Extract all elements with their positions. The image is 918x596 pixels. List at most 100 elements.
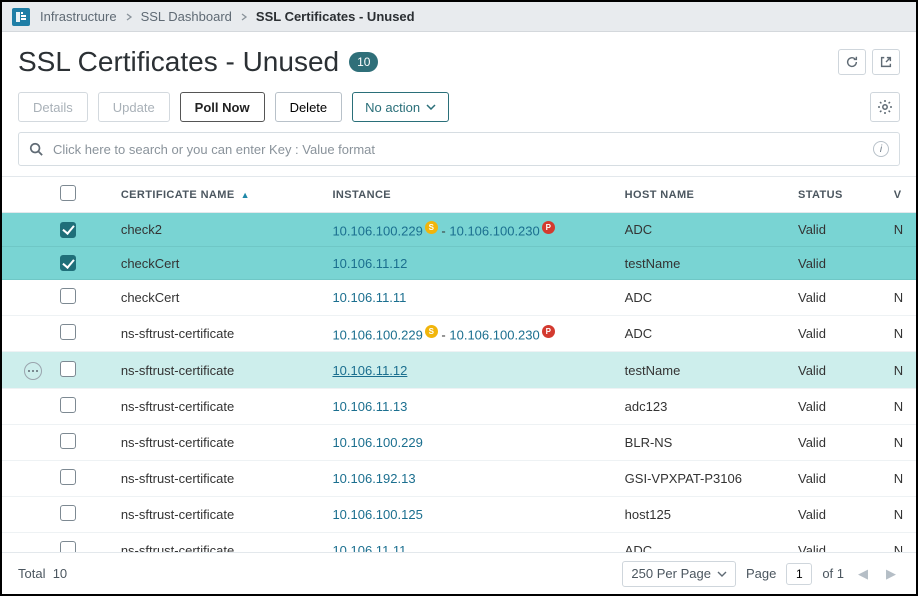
row-checkbox[interactable] — [60, 469, 76, 485]
prev-page-button[interactable]: ◀ — [854, 566, 872, 582]
instance-ip-link[interactable]: 10.106.100.230 — [449, 327, 539, 342]
instance-ip-link[interactable]: 10.106.100.229 — [332, 327, 422, 342]
row-control-cell — [2, 352, 52, 389]
cell-host-name: adc123 — [617, 389, 790, 425]
cell-status: Valid — [790, 389, 886, 425]
cell-certificate-name: ns-sftrust-certificate — [113, 497, 325, 533]
settings-button[interactable] — [870, 92, 900, 122]
table-row[interactable]: ns-sftrust-certificate 10.106.100.229 BLR-… — [2, 425, 916, 461]
update-button[interactable]: Update — [98, 92, 170, 122]
row-checkbox-cell — [52, 497, 112, 533]
row-checkbox-cell — [52, 247, 112, 280]
cell-status: Valid — [790, 425, 886, 461]
header-row-controls — [2, 177, 52, 213]
search-input[interactable] — [51, 141, 865, 158]
table-row[interactable]: ns-sftrust-certificate10.106.11.12testNa… — [2, 352, 916, 389]
secondary-badge-icon: S — [425, 325, 438, 338]
cell-v: N — [886, 425, 916, 461]
row-checkbox-cell — [52, 316, 112, 352]
header-checkbox[interactable] — [52, 177, 112, 213]
row-checkbox[interactable] — [60, 222, 76, 238]
table-row[interactable]: check210.106.100.229S - 10.106.100.230PA… — [2, 213, 916, 247]
cell-status: Valid — [790, 316, 886, 352]
gear-icon — [877, 99, 893, 115]
primary-badge-icon: P — [542, 221, 555, 234]
cell-instance: 10.106.11.12 — [324, 247, 616, 280]
title-bar: SSL Certificates - Unused 10 — [2, 32, 916, 84]
row-checkbox[interactable] — [60, 361, 76, 377]
cell-instance: 10.106.100.229 — [324, 425, 616, 461]
details-button[interactable]: Details — [18, 92, 88, 122]
count-badge: 10 — [349, 52, 378, 72]
row-checkbox[interactable] — [60, 288, 76, 304]
instance-ip-link[interactable]: 10.106.100.229 — [332, 435, 422, 450]
poll-now-button[interactable]: Poll Now — [180, 92, 265, 122]
table-row[interactable]: ns-sftrust-certificate10.106.192.13GSI-V… — [2, 461, 916, 497]
instance-ip-link[interactable]: 10.106.100.230 — [449, 223, 539, 238]
instance-ip-link[interactable]: 10.106.192.13 — [332, 471, 415, 486]
row-control-cell — [2, 389, 52, 425]
breadcrumb-link-ssl-dashboard[interactable]: SSL Dashboard — [141, 9, 232, 24]
primary-badge-icon: P — [542, 325, 555, 338]
header-certificate-name[interactable]: CERTIFICATE NAME▲ — [113, 177, 325, 213]
row-checkbox[interactable] — [60, 324, 76, 340]
refresh-button[interactable] — [838, 49, 866, 75]
breadcrumb-link-infrastructure[interactable]: Infrastructure — [40, 9, 117, 24]
row-checkbox[interactable] — [60, 505, 76, 521]
header-host-name[interactable]: HOST NAME — [617, 177, 790, 213]
header-instance[interactable]: INSTANCE — [324, 177, 616, 213]
certificates-table: CERTIFICATE NAME▲ INSTANCE HOST NAME STA… — [2, 176, 916, 569]
row-actions-button[interactable] — [24, 362, 42, 380]
row-checkbox[interactable] — [60, 397, 76, 413]
page-label: Page — [746, 566, 776, 581]
instance-ip-link[interactable]: 10.106.100.125 — [332, 507, 422, 522]
select-all-checkbox[interactable] — [60, 185, 76, 201]
cell-status: Valid — [790, 461, 886, 497]
cell-host-name: GSI-VPXPAT-P3106 — [617, 461, 790, 497]
row-control-cell — [2, 461, 52, 497]
instance-ip-link[interactable]: 10.106.11.13 — [332, 399, 407, 414]
instance-ip-link[interactable]: 10.106.11.12 — [332, 256, 407, 271]
search-icon — [29, 142, 43, 156]
page-input[interactable] — [786, 563, 812, 585]
no-action-dropdown[interactable]: No action — [352, 92, 449, 122]
header-v[interactable]: V — [886, 177, 916, 213]
row-checkbox[interactable] — [60, 433, 76, 449]
table-row[interactable]: ns-sftrust-certificate10.106.100.229S - … — [2, 316, 916, 352]
table-row[interactable]: checkCert10.106.11.12testNameValid — [2, 247, 916, 280]
row-checkbox-cell — [52, 389, 112, 425]
row-checkbox[interactable] — [60, 255, 76, 271]
cell-status: Valid — [790, 280, 886, 316]
table-header-row: CERTIFICATE NAME▲ INSTANCE HOST NAME STA… — [2, 177, 916, 213]
cell-certificate-name: checkCert — [113, 280, 325, 316]
table-row[interactable]: checkCert10.106.11.11ADCValidN — [2, 280, 916, 316]
table-row[interactable]: ns-sftrust-certificate10.106.100.125host… — [2, 497, 916, 533]
cell-v: N — [886, 352, 916, 389]
per-page-dropdown[interactable]: 250 Per Page — [622, 561, 736, 587]
cell-certificate-name: ns-sftrust-certificate — [113, 425, 325, 461]
instance-separator: - — [438, 327, 450, 342]
cell-host-name: ADC — [617, 316, 790, 352]
table-row[interactable]: ns-sftrust-certificate10.106.11.13adc123… — [2, 389, 916, 425]
search-bar[interactable]: i — [18, 132, 900, 166]
cell-host-name: BLR-NS — [617, 425, 790, 461]
instance-ip-link[interactable]: 10.106.100.229 — [332, 223, 422, 238]
cell-instance: 10.106.100.229S - 10.106.100.230P — [324, 316, 616, 352]
next-page-button[interactable]: ▶ — [882, 566, 900, 582]
info-icon[interactable]: i — [873, 141, 889, 157]
delete-button[interactable]: Delete — [275, 92, 343, 122]
row-control-cell — [2, 280, 52, 316]
cell-v: N — [886, 213, 916, 247]
page-of: of 1 — [822, 566, 844, 581]
open-external-button[interactable] — [872, 49, 900, 75]
cell-status: Valid — [790, 247, 886, 280]
row-control-cell — [2, 425, 52, 461]
total-count: Total 10 — [18, 566, 67, 581]
app-icon — [12, 8, 30, 26]
header-status[interactable]: STATUS — [790, 177, 886, 213]
row-checkbox-cell — [52, 280, 112, 316]
cell-v: N — [886, 497, 916, 533]
cell-instance: 10.106.192.13 — [324, 461, 616, 497]
instance-ip-link[interactable]: 10.106.11.11 — [332, 290, 406, 305]
instance-ip-link[interactable]: 10.106.11.12 — [332, 363, 407, 378]
